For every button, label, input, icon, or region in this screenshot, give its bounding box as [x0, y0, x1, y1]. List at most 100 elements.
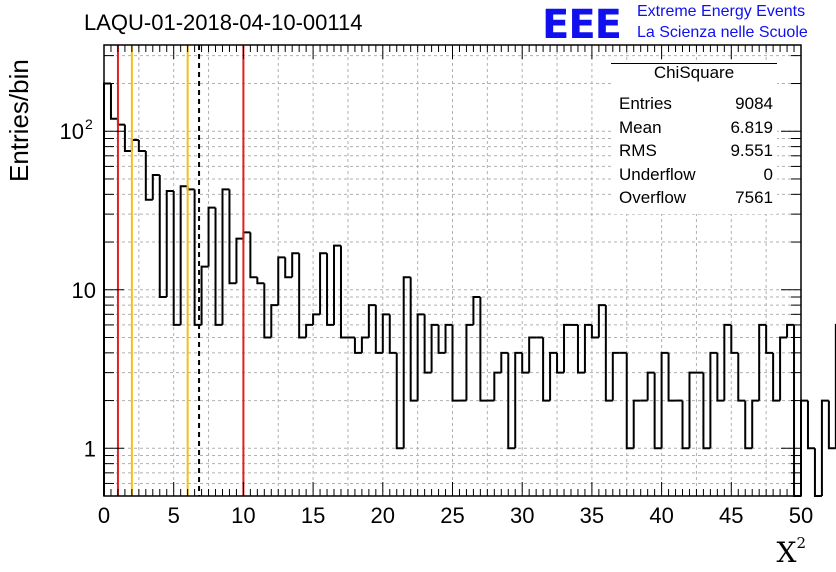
- histogram-bin: [514, 351, 523, 449]
- histogram-bin: [542, 337, 551, 402]
- stats-box: ChiSquare Entries 9084 Mean 6.819 RMS 9.551 Un…: [611, 63, 777, 214]
- histogram-bin: [800, 399, 808, 496]
- histogram-bin: [165, 189, 174, 298]
- histogram-bin: [806, 400, 815, 450]
- y-tick-label: 10: [72, 278, 96, 303]
- histogram-bin: [416, 313, 425, 401]
- histogram-bin: [214, 207, 223, 326]
- histogram-bin: [737, 352, 746, 402]
- histogram-bin: [109, 83, 118, 120]
- histogram-bin: [646, 371, 655, 401]
- stats-row-mean: Mean 6.819: [619, 118, 773, 140]
- histogram-bin: [765, 324, 774, 354]
- histogram-bin: [130, 139, 139, 152]
- stats-row-entries: Entries 9084: [619, 94, 773, 116]
- histogram-bin: [583, 323, 592, 373]
- histogram-bin: [500, 351, 509, 373]
- histogram-bin: [730, 324, 739, 354]
- logo-line-2: La Scienza nelle Scuole: [637, 24, 808, 41]
- stats-value: 6.819: [730, 117, 773, 137]
- y-tick-label: 10: [60, 119, 84, 144]
- histogram-bin: [137, 140, 146, 153]
- histogram-bin: [339, 245, 348, 339]
- stats-key: Overflow: [619, 188, 687, 207]
- stats-key: Mean: [619, 117, 662, 137]
- histogram-bin: [172, 190, 181, 326]
- histogram-bin: [660, 351, 669, 449]
- histogram-bin: [186, 186, 195, 191]
- stats-title: ChiSquare: [653, 63, 735, 82]
- histogram-bin: [277, 256, 286, 306]
- histogram-bin: [597, 304, 606, 338]
- histogram-bin: [298, 253, 307, 339]
- histogram-bin: [242, 231, 251, 239]
- histogram-bin: [827, 400, 836, 450]
- reference-lines: [116, 45, 245, 496]
- y-tick-label-exponent: 2: [85, 116, 93, 132]
- histogram-bin: [123, 124, 132, 153]
- histogram-bin: [772, 352, 781, 402]
- axis-ticks: [103, 45, 802, 497]
- histogram-bin: [716, 352, 725, 402]
- histogram-bin: [305, 323, 314, 338]
- chart-title: LAQU-01-2018-04-10-00114: [84, 10, 363, 35]
- histogram-bin: [549, 351, 558, 401]
- histogram-bin: [333, 244, 341, 325]
- histogram-bin: [409, 277, 418, 402]
- histogram-bin: [632, 399, 641, 449]
- histogram-bin: [590, 324, 599, 339]
- histogram-bin: [758, 323, 767, 401]
- stats-key: RMS: [619, 141, 657, 160]
- histogram-bin: [604, 305, 613, 402]
- histogram-bin: [374, 305, 383, 354]
- histogram-bin: [786, 323, 795, 338]
- x-tick-label: 45: [719, 503, 743, 528]
- histogram-bin: [179, 185, 188, 325]
- histogram-bin: [556, 352, 565, 374]
- x-axis-label-superscript: 2: [796, 534, 806, 552]
- x-tick-label: 10: [231, 503, 255, 528]
- x-tick-label: 30: [510, 503, 534, 528]
- histogram-bin: [381, 313, 390, 353]
- histogram-bin: [793, 324, 801, 497]
- x-axis-label: X2: [777, 534, 806, 569]
- y-tick-label: 1: [84, 436, 96, 461]
- histogram-bin: [611, 351, 620, 401]
- histogram-bin: [326, 253, 335, 326]
- histogram-bin: [813, 448, 822, 497]
- logo-line-1: Extreme Energy Events: [637, 3, 806, 20]
- x-axis-label-text: X: [776, 536, 797, 569]
- stats-key: Entries: [619, 94, 672, 113]
- histogram-bin: [360, 336, 369, 353]
- histogram-bin: [625, 352, 634, 450]
- histogram-bin: [465, 323, 474, 401]
- histogram-bin: [353, 337, 362, 354]
- histogram-bin: [312, 313, 321, 325]
- histogram-bin: [256, 277, 265, 285]
- histogram-bin: [270, 304, 279, 338]
- stats-value: 9084: [735, 94, 773, 113]
- histogram-bin: [207, 206, 216, 267]
- histogram-bin: [576, 324, 585, 374]
- histogram-bin: [249, 232, 258, 279]
- histogram-bin: [702, 372, 711, 450]
- x-tick-label: 40: [649, 503, 673, 528]
- stats-row-rms: RMS 9.551: [619, 141, 773, 163]
- histogram-bin: [263, 283, 272, 339]
- histogram-bin: [144, 151, 153, 201]
- eee-logo: EEE: [542, 2, 622, 48]
- histogram-bin: [479, 297, 488, 402]
- x-tick-label: 25: [440, 503, 464, 528]
- histogram-bin: [291, 252, 300, 278]
- stats-value: 0: [763, 164, 773, 184]
- x-tick-label: 35: [580, 503, 604, 528]
- histogram-bin: [451, 324, 460, 402]
- histogram-bin: [423, 314, 432, 374]
- histogram-bin: [437, 324, 446, 354]
- histogram-bin: [444, 323, 453, 353]
- histogram-bin: [158, 174, 167, 299]
- x-tick-label: 0: [98, 503, 110, 528]
- histogram-bin: [228, 189, 237, 285]
- histogram-bin: [744, 400, 753, 450]
